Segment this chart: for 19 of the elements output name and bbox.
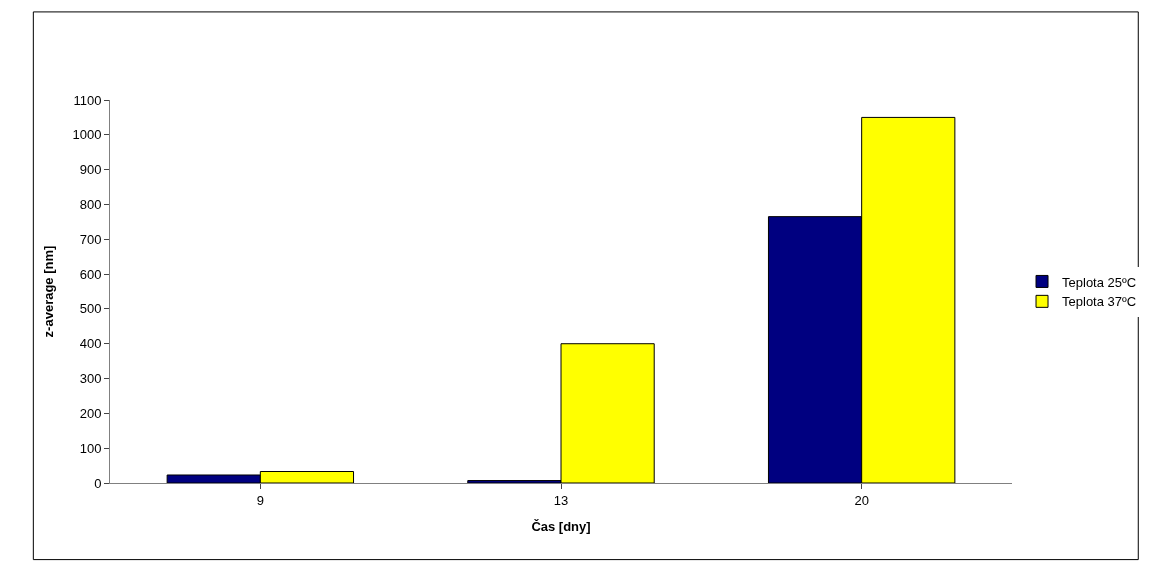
y-tick-label: 200 [79, 405, 102, 421]
y-tick-label: 100 [79, 440, 102, 456]
x-axis-title: Čas [dny] [531, 519, 591, 535]
y-tick-label: 900 [79, 162, 102, 178]
x-tick-label: 20 [854, 492, 869, 508]
y-tick-label: 800 [79, 197, 102, 212]
legend-label: Teplota 25ºC [1062, 274, 1137, 290]
y-tick-label: 0 [94, 475, 102, 491]
y-tick-label: 1100 [73, 92, 102, 108]
x-tick-label: 9 [256, 492, 264, 508]
y-tick-label: 600 [79, 266, 102, 282]
y-tick-label: 500 [79, 301, 102, 317]
y-tick-label: 700 [79, 231, 102, 247]
y-tick-label: 300 [79, 371, 102, 387]
y-tick-label: 400 [79, 336, 102, 352]
y-tick-label: 1000 [72, 127, 102, 143]
x-tick-label: 13 [553, 492, 569, 508]
y-axis-title: z-average [nm] [41, 245, 57, 338]
legend-label: Teplota 37ºC [1062, 294, 1137, 310]
